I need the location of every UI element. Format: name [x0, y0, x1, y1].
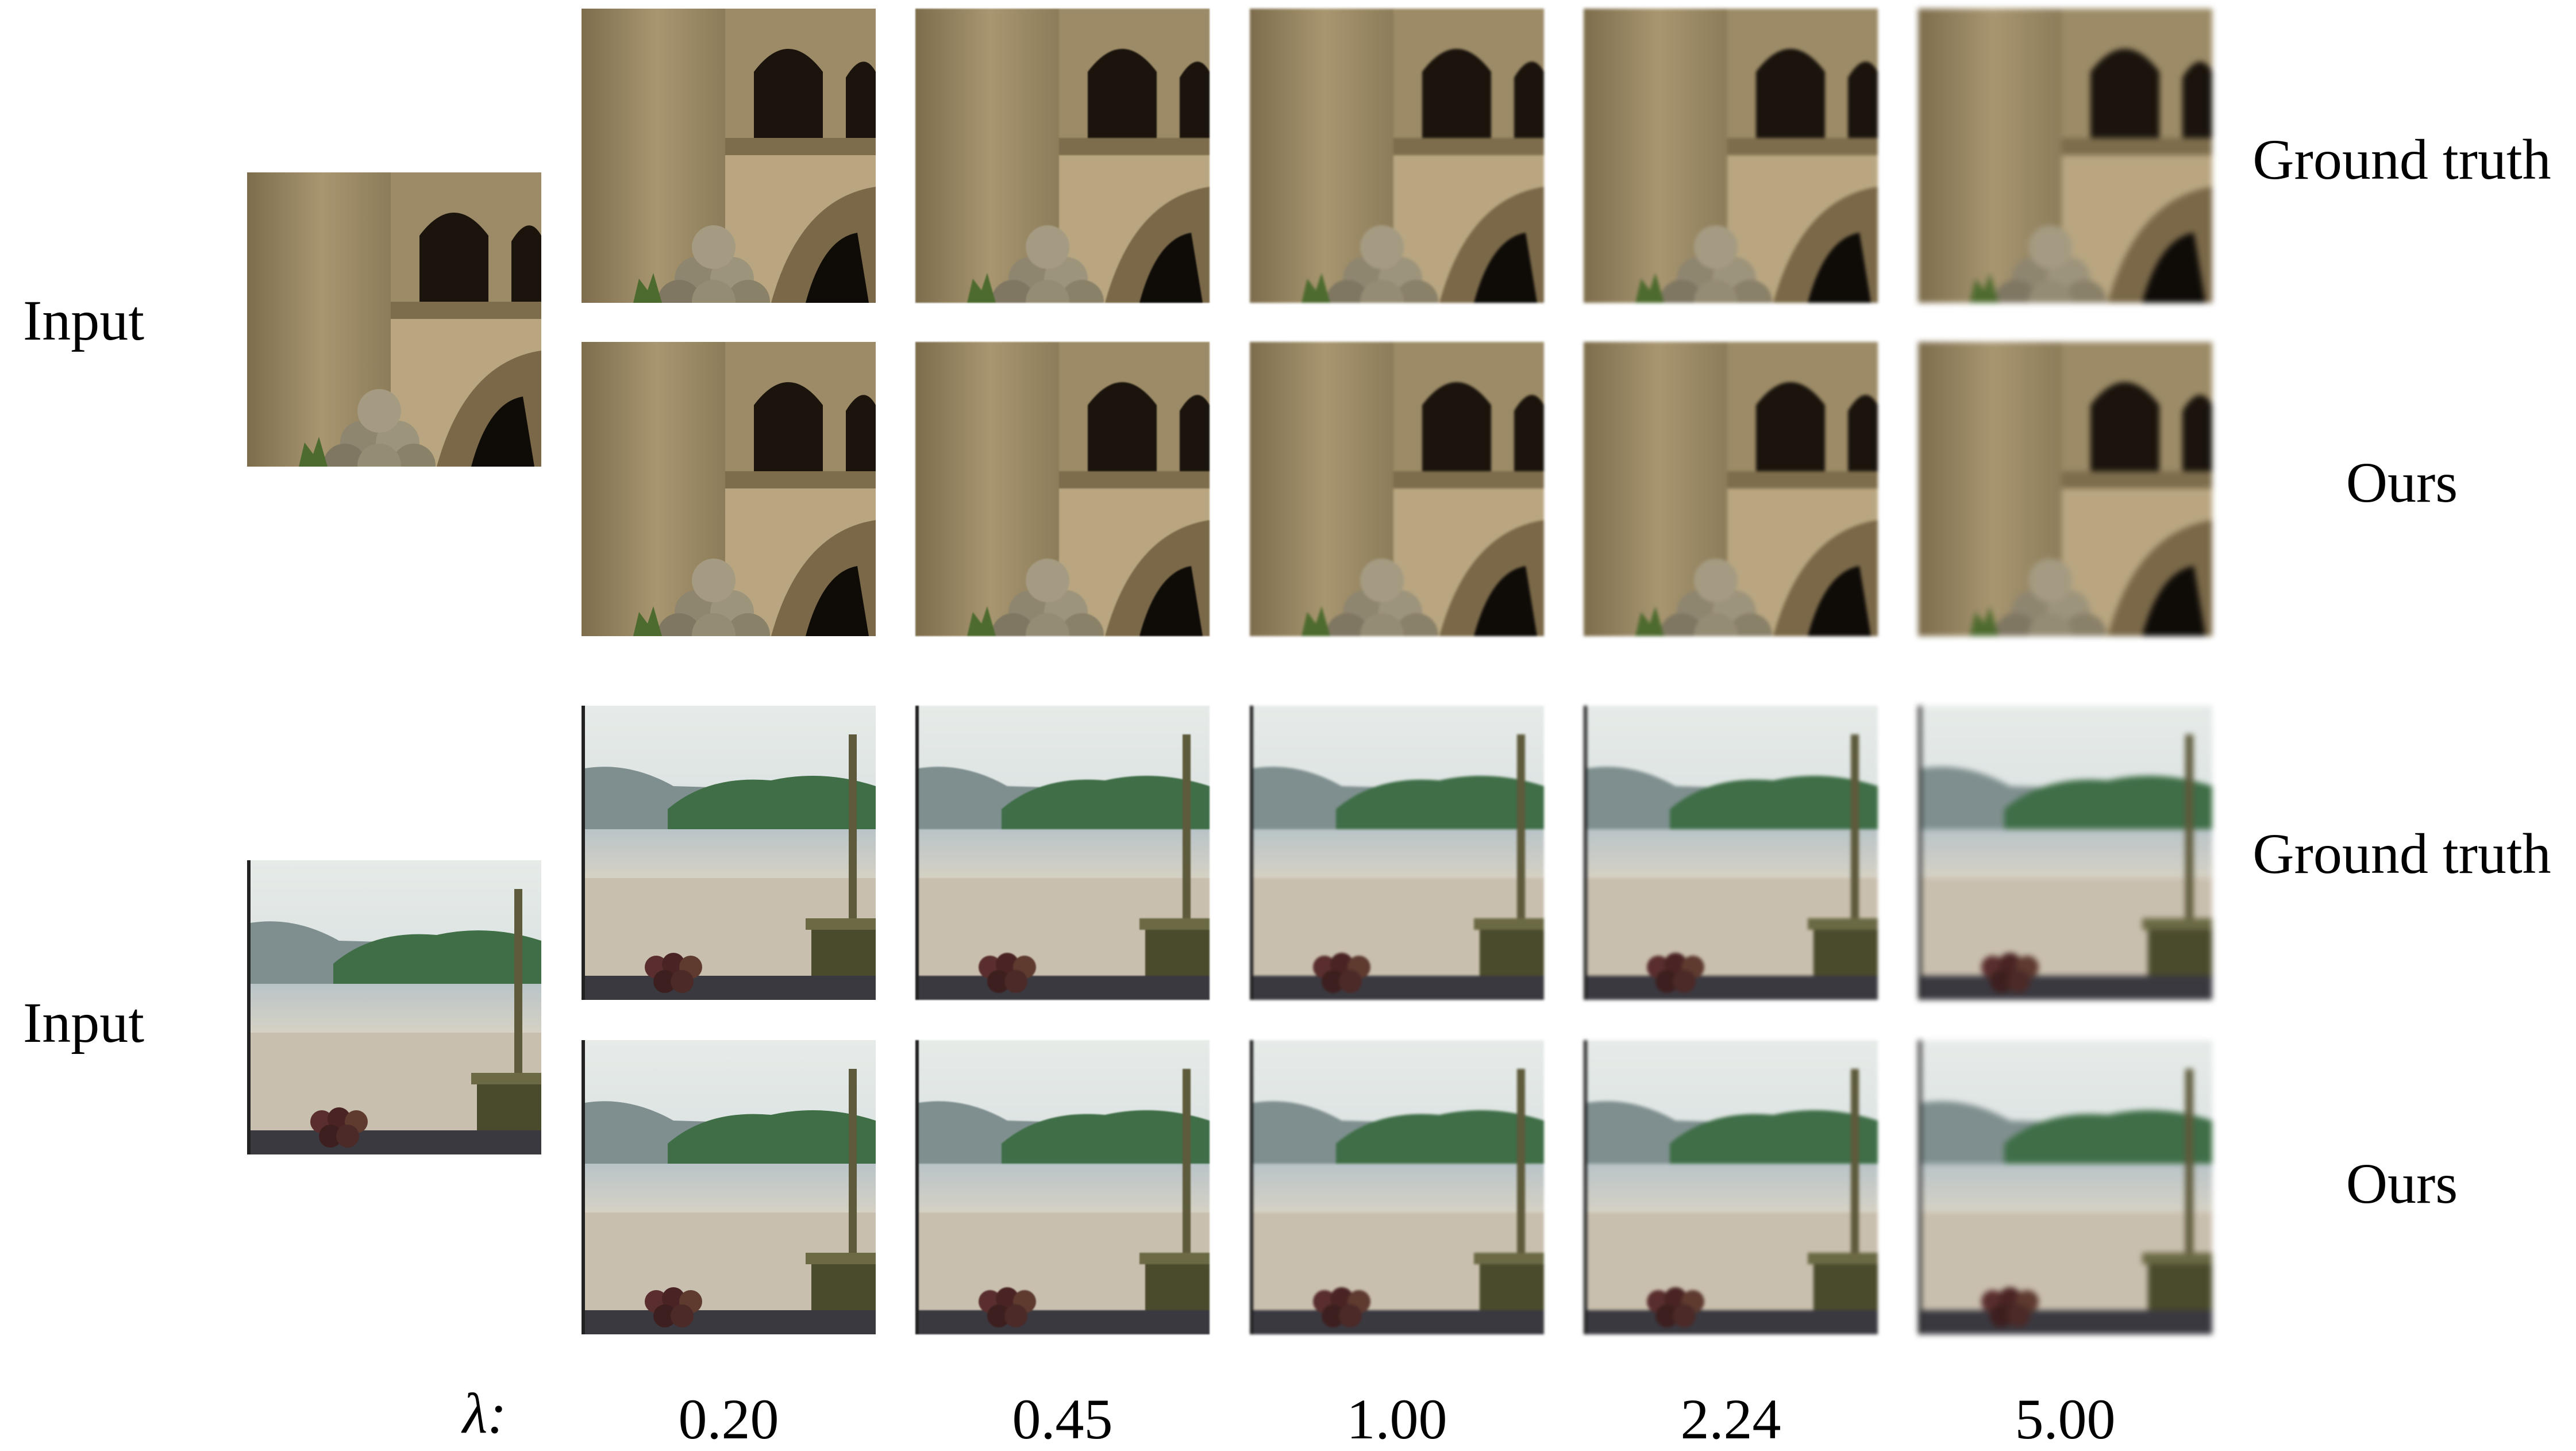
lambda-symbol: λ:	[463, 1381, 507, 1445]
castle-gt-2.24	[1584, 9, 1878, 303]
lake-ours-2.24	[1584, 1040, 1878, 1334]
ours-label-castle: Ours	[2346, 451, 2458, 514]
lambda-value: 0.45	[1012, 1387, 1113, 1451]
castle-gt-0.20	[582, 9, 876, 303]
lake-ours-5.00	[1918, 1040, 2212, 1334]
input-label-lake: Input	[23, 991, 145, 1054]
castle-ours-5.00	[1918, 342, 2212, 636]
lake-ours-0.45	[915, 1040, 1210, 1334]
lambda-value: 5.00	[2015, 1387, 2116, 1451]
castle-gt-1.00	[1250, 9, 1544, 303]
castle-gt-0.45	[915, 9, 1210, 303]
input-image-lake	[247, 860, 541, 1154]
lake-ours-0.20	[582, 1040, 876, 1334]
castle-ours-0.45	[915, 342, 1210, 636]
input-image-castle	[247, 172, 541, 467]
ours-label-lake: Ours	[2346, 1152, 2458, 1215]
lake-gt-2.24	[1584, 706, 1878, 1000]
lambda-value: 1.00	[1346, 1387, 1447, 1451]
input-label-castle: Input	[23, 288, 145, 352]
castle-ours-2.24	[1584, 342, 1878, 636]
lambda-value: 0.20	[678, 1387, 779, 1451]
castle-ours-0.20	[582, 342, 876, 636]
ground-truth-label-castle: Ground truth	[2252, 128, 2551, 191]
lake-gt-0.45	[915, 706, 1210, 1000]
ground-truth-label-lake: Ground truth	[2252, 822, 2551, 886]
lake-gt-1.00	[1250, 706, 1544, 1000]
castle-gt-5.00	[1918, 9, 2212, 303]
castle-ours-1.00	[1250, 342, 1544, 636]
lake-gt-0.20	[582, 706, 876, 1000]
lake-gt-5.00	[1918, 706, 2212, 1000]
lake-ours-1.00	[1250, 1040, 1544, 1334]
lambda-value: 2.24	[1680, 1387, 1781, 1451]
